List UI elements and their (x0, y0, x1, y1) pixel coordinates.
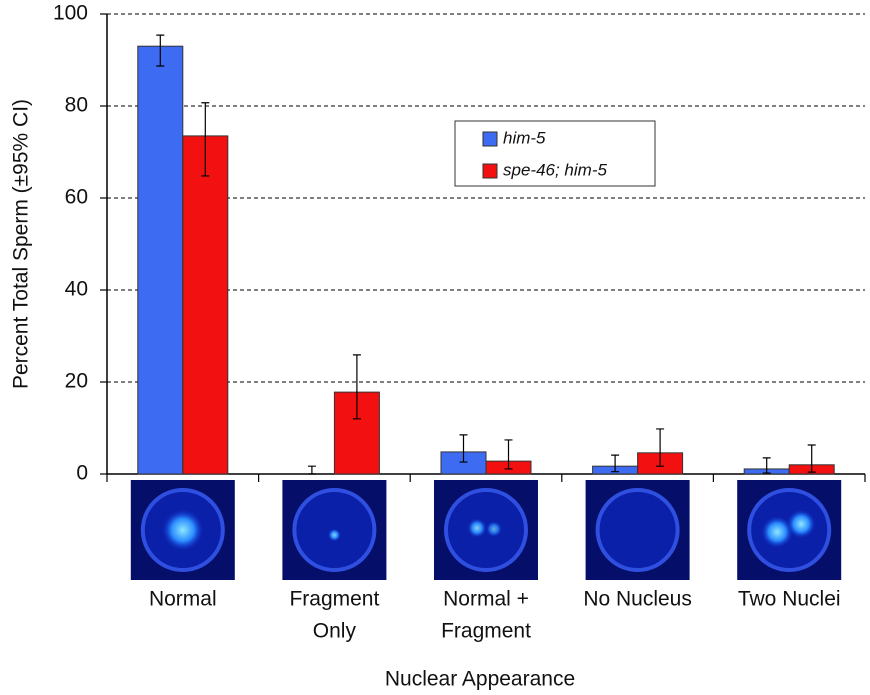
y-tick-label: 80 (65, 94, 88, 117)
x-tick-label: No Nucleus (583, 588, 692, 611)
nucleus (467, 518, 486, 537)
y-tick-label: 20 (65, 370, 88, 393)
x-tick-label: Fragment (441, 620, 531, 643)
y-tick-label: 40 (65, 278, 88, 301)
x-tick-label: Normal (149, 588, 217, 611)
x-tick-label: Fragment (289, 588, 379, 611)
legend-swatch (483, 164, 497, 178)
y-tick-label: 60 (65, 186, 88, 209)
x-tick-label: Only (313, 620, 357, 643)
x-axis-title: Nuclear Appearance (385, 668, 575, 691)
x-tick-label: Two Nuclei (738, 588, 841, 611)
chart: Nuclear Appearance Percent Total Sperm (… (0, 0, 870, 695)
cell (598, 490, 678, 570)
bar (183, 136, 228, 474)
y-tick-label: 0 (76, 462, 88, 485)
y-tick-label: 100 (53, 2, 88, 25)
legend-label: spe-46; him-5 (503, 160, 607, 179)
legend-label: him-5 (503, 128, 546, 147)
y-axis-title: Percent Total Sperm (±95% CI) (10, 99, 33, 389)
nucleus (486, 521, 502, 537)
nucleus (162, 509, 204, 551)
nucleus (328, 529, 341, 542)
legend-swatch (483, 132, 497, 146)
nucleus (787, 510, 816, 539)
x-tick-label: Normal + (443, 588, 529, 611)
error-bar (308, 466, 316, 474)
bar (138, 46, 183, 474)
